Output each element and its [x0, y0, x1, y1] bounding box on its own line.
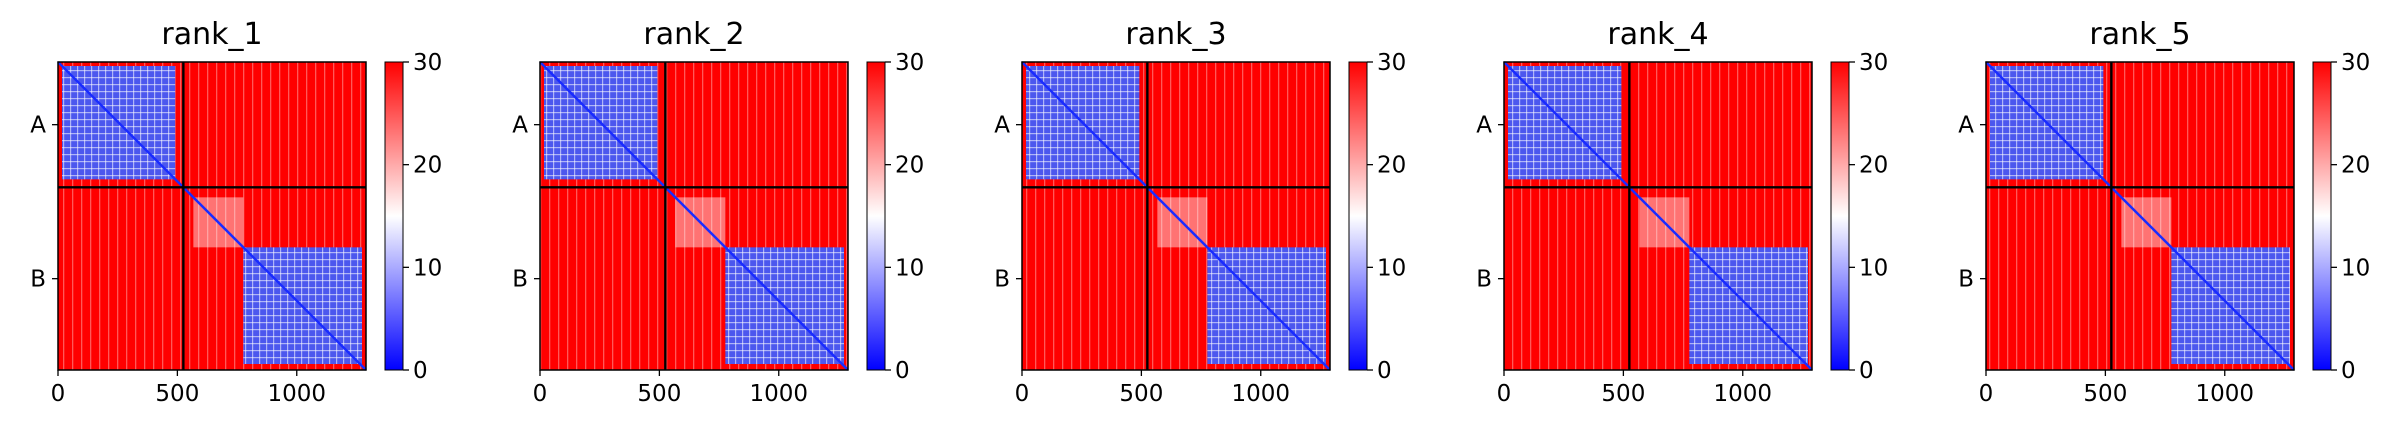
colorbar-tick-label: 30	[1859, 50, 1888, 76]
colorbar-frame	[1348, 61, 1368, 371]
chain-label-b: B	[512, 267, 528, 293]
panel-title: rank_5	[2089, 17, 2190, 52]
colorbar-tick-label: 10	[1377, 255, 1406, 281]
colorbar-tick-label: 10	[2341, 255, 2370, 281]
diagonal-line	[539, 61, 849, 371]
colorbar-tick-label: 10	[895, 255, 924, 281]
colorbar-tick-label: 20	[1859, 153, 1888, 179]
chain-label-b: B	[1958, 267, 1974, 293]
diagonal-line	[1503, 61, 1813, 371]
colorbar-tick-label: 0	[2341, 358, 2356, 384]
chain-label-b: B	[1476, 267, 1492, 293]
x-tick-label: 0	[1015, 381, 1030, 407]
panel-title: rank_4	[1607, 17, 1708, 52]
colorbar-tick-label: 0	[895, 358, 910, 384]
diagonal-line	[57, 61, 367, 371]
chain-label-b: B	[994, 267, 1010, 293]
heatmap-frame	[57, 61, 367, 371]
x-tick-label: 500	[2083, 381, 2127, 407]
chain-label-a: A	[1476, 113, 1492, 139]
panel-title: rank_1	[161, 17, 262, 52]
pae-panel-3: rank_3 A B 0 500 1000 0 10 20 30	[994, 17, 1406, 407]
colorbar-tick-label: 20	[895, 153, 924, 179]
colorbar-tick-label: 30	[413, 50, 442, 76]
colorbar	[1831, 62, 1849, 370]
pae-panel-2: rank_2 A B 0 500 1000 0 10 20 30	[512, 17, 924, 407]
colorbar-frame	[866, 61, 886, 371]
x-tick-label: 0	[1979, 381, 1994, 407]
colorbar-tick-label: 30	[1377, 50, 1406, 76]
colorbar-tick-label: 20	[1377, 153, 1406, 179]
x-tick-label: 1000	[1713, 381, 1772, 407]
colorbar	[867, 62, 885, 370]
x-tick-label: 1000	[1231, 381, 1290, 407]
colorbar-tick-label: 10	[1859, 255, 1888, 281]
heatmap-frame	[1503, 61, 1813, 371]
colorbar-tick-label: 30	[895, 50, 924, 76]
colorbar	[2313, 62, 2331, 370]
colorbar-frame	[2312, 61, 2332, 371]
colorbar-frame	[384, 61, 404, 371]
colorbar-tick-label: 20	[413, 153, 442, 179]
x-tick-label: 1000	[749, 381, 808, 407]
x-tick-label: 0	[533, 381, 548, 407]
colorbar-tick-label: 30	[2341, 50, 2370, 76]
pae-panel-5: rank_5 A B 0 500 1000 0 10 20 30	[1958, 17, 2370, 407]
diagonal-line	[1985, 61, 2295, 371]
colorbar-tick-label: 10	[413, 255, 442, 281]
colorbar	[1349, 62, 1367, 370]
diagonal-line	[1021, 61, 1331, 371]
x-tick-label: 1000	[2195, 381, 2254, 407]
heatmap-frame	[1985, 61, 2295, 371]
panel-title: rank_2	[643, 17, 744, 52]
colorbar	[385, 62, 403, 370]
colorbar-tick-label: 20	[2341, 153, 2370, 179]
pae-panel-1: rank_1 A B 0 500 1000 0 10 20 30	[30, 17, 442, 407]
chain-label-a: A	[30, 113, 46, 139]
colorbar-tick-label: 0	[1859, 358, 1874, 384]
chain-label-a: A	[512, 113, 528, 139]
x-tick-label: 500	[1119, 381, 1163, 407]
colorbar-tick-label: 0	[1377, 358, 1392, 384]
chain-label-b: B	[30, 267, 46, 293]
panel-title: rank_3	[1125, 17, 1226, 52]
x-tick-label: 500	[1601, 381, 1645, 407]
colorbar-tick-label: 0	[413, 358, 428, 384]
heatmap-frame	[1021, 61, 1331, 371]
chain-label-a: A	[1958, 113, 1974, 139]
x-tick-label: 0	[51, 381, 66, 407]
heatmap-frame	[539, 61, 849, 371]
pae-panel-4: rank_4 A B 0 500 1000 0 10 20 30	[1476, 17, 1888, 407]
chain-label-a: A	[994, 113, 1010, 139]
x-tick-label: 500	[637, 381, 681, 407]
x-tick-label: 0	[1497, 381, 1512, 407]
colorbar-frame	[1830, 61, 1850, 371]
x-tick-label: 500	[155, 381, 199, 407]
x-tick-label: 1000	[267, 381, 326, 407]
